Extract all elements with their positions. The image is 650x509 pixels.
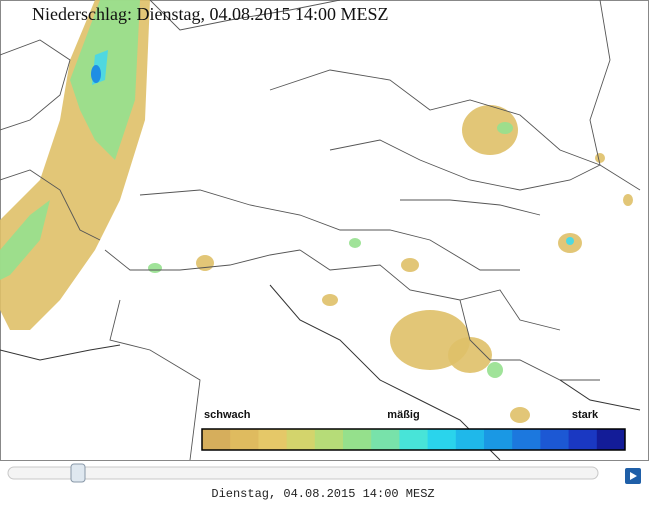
legend-swatch xyxy=(512,429,541,450)
country-borders xyxy=(0,0,641,461)
legend-swatch xyxy=(596,429,626,450)
timestamp-label: Dienstag, 04.08.2015 14:00 MESZ xyxy=(211,487,434,501)
legend-swatch xyxy=(230,429,259,450)
play-icon[interactable] xyxy=(630,472,637,480)
legend-label: stark xyxy=(572,409,599,421)
legend-swatch xyxy=(258,429,288,450)
legend-swatch xyxy=(343,429,372,450)
time-slider[interactable] xyxy=(7,466,599,480)
legend-swatch xyxy=(427,429,457,450)
legend-swatch xyxy=(202,429,231,450)
slider-thumb[interactable] xyxy=(70,463,86,483)
legend-swatch xyxy=(314,429,344,450)
precipitation xyxy=(0,0,633,423)
legend-swatch xyxy=(455,429,485,450)
legend-swatch xyxy=(286,429,316,450)
legend-swatch xyxy=(371,429,400,450)
legend-swatch xyxy=(568,429,598,450)
map-title: Niederschlag: Dienstag, 04.08.2015 14:00… xyxy=(32,4,388,24)
play-button[interactable] xyxy=(625,468,641,484)
legend-frame xyxy=(201,428,626,451)
legend-label: mäßig xyxy=(387,409,419,421)
legend-swatch xyxy=(540,429,570,450)
legend-swatch xyxy=(399,429,429,450)
legend-swatch xyxy=(484,429,513,450)
legend-label: schwach xyxy=(204,409,251,421)
legend: schwach mäßig stark xyxy=(201,409,626,451)
